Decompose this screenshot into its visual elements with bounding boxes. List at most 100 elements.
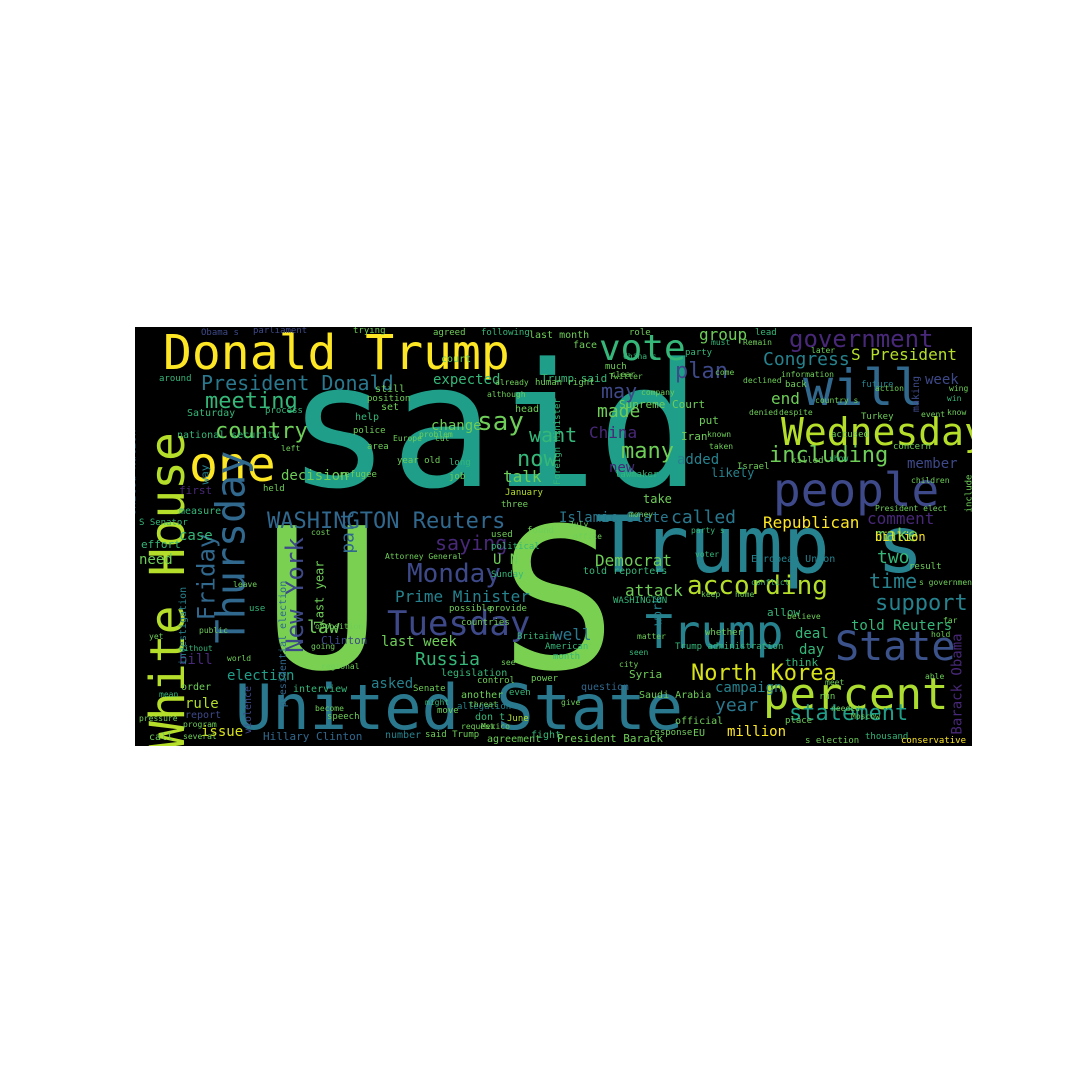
word-concern: concern <box>893 442 931 452</box>
word-bill: bill <box>179 652 213 668</box>
word-give: give <box>561 698 581 707</box>
word-trying: trying <box>353 327 386 336</box>
word-united-state: United State <box>235 671 683 744</box>
word-include: include <box>964 474 972 513</box>
word-following: following <box>481 328 530 338</box>
word-needed: needed <box>831 704 860 713</box>
word-official: official <box>675 716 724 727</box>
word-fight: fight <box>531 730 562 741</box>
word-political: political <box>491 542 540 552</box>
word-twitter: Twitter <box>609 372 643 381</box>
word-back: back <box>785 380 807 390</box>
word-cost: cost <box>311 528 331 537</box>
word-allegation: allegation <box>457 702 512 712</box>
word-expected: expected <box>433 372 501 388</box>
word-use: use <box>249 604 266 614</box>
word-provide: provide <box>489 604 527 614</box>
word-britain: Britain <box>517 632 555 642</box>
word-iran: Iran <box>681 430 708 443</box>
word-two: two <box>877 547 910 568</box>
word-senate: Senate <box>413 684 446 694</box>
word-might: might <box>425 698 450 707</box>
word-hold: hold <box>931 630 951 639</box>
word-percent: percent <box>763 669 949 720</box>
word-take: take <box>643 492 672 506</box>
word-said-trump: said Trump <box>425 730 480 740</box>
word-known: known <box>707 430 732 439</box>
word-violence: violence <box>243 685 255 735</box>
word-deal: deal <box>795 626 829 642</box>
word-place: place <box>785 716 813 726</box>
word-become: become <box>315 704 344 713</box>
word-presidential-election: presidential election <box>278 580 290 708</box>
word-possible: possible <box>449 604 493 614</box>
word-left: left <box>281 444 301 453</box>
word-saudi-arabia: Saudi Arabia <box>639 690 712 701</box>
word-clinton: Clinton <box>321 634 368 647</box>
word-made: made <box>597 401 641 422</box>
word-last-month: last month <box>529 330 590 341</box>
word-much: much <box>605 362 627 372</box>
word-year-old: year old <box>397 456 441 466</box>
word-trump: Trump <box>645 605 784 659</box>
word-power: power <box>531 674 559 684</box>
word-court: court <box>441 354 472 365</box>
word-first: first <box>179 484 213 497</box>
word-know: know <box>947 408 967 417</box>
word-found: found <box>527 526 555 536</box>
word-told-reporters: told reporters <box>583 566 668 577</box>
word-republican: Republican <box>763 513 860 532</box>
word-information: information <box>781 370 834 379</box>
word-several: several <box>183 732 217 741</box>
word-conflict: conflict <box>751 578 790 587</box>
word-office: office <box>573 532 602 541</box>
word-future: future <box>861 380 894 390</box>
word-program: program <box>183 720 217 729</box>
word-china: China <box>589 423 638 442</box>
word-mexico: Mexico <box>481 722 510 731</box>
word-president-elect: President elect <box>875 504 948 513</box>
word-sunday: Sunday <box>491 570 524 580</box>
word-united-nation: United Nation <box>135 429 139 516</box>
word-people: people <box>773 463 940 517</box>
word-agreed: agreed <box>433 328 466 338</box>
word-leave: leave <box>233 580 258 589</box>
word-vote: vote <box>599 328 686 369</box>
word-making: making <box>911 375 923 413</box>
word-country: country <box>215 419 308 444</box>
word-public: public <box>199 626 228 635</box>
word-parliament: parliament <box>253 327 308 336</box>
word-last-year: last year <box>312 560 327 626</box>
word-russia: Russia <box>415 649 481 670</box>
word-supreme-court: Supreme Court <box>619 398 706 411</box>
word-israel: Israel <box>737 462 770 472</box>
word-s-senator: S Senator <box>139 518 188 528</box>
word-run: run <box>819 692 836 702</box>
word-refugee: refugee <box>339 470 377 480</box>
word-interview: interview <box>293 684 348 695</box>
word-don-t: don t <box>475 712 506 723</box>
word-million: million <box>727 724 787 740</box>
word-another: another <box>461 690 504 701</box>
word-want: want <box>529 423 578 447</box>
word-plan: plan <box>675 359 728 384</box>
word-action: action <box>875 384 904 393</box>
word-wednesday: Wednesday <box>781 410 972 454</box>
word-long: long <box>449 458 471 468</box>
word-government: government <box>789 327 934 353</box>
word-job: job <box>449 472 466 482</box>
word-speech: speech <box>327 712 360 722</box>
word-mean: mean <box>159 690 179 699</box>
word-must: must <box>711 338 731 347</box>
word-without: without <box>179 644 213 653</box>
word-move: move <box>437 706 459 716</box>
word-may: may <box>601 379 638 403</box>
word-congress: Congress <box>763 349 850 370</box>
word-win: win <box>947 394 962 403</box>
word-law: law <box>307 617 340 638</box>
word-role: role <box>629 328 651 338</box>
word-question: question <box>581 682 630 693</box>
word-world: world <box>227 654 252 663</box>
word-statement: statement <box>789 701 909 726</box>
word-moscow: Moscow <box>851 712 880 721</box>
